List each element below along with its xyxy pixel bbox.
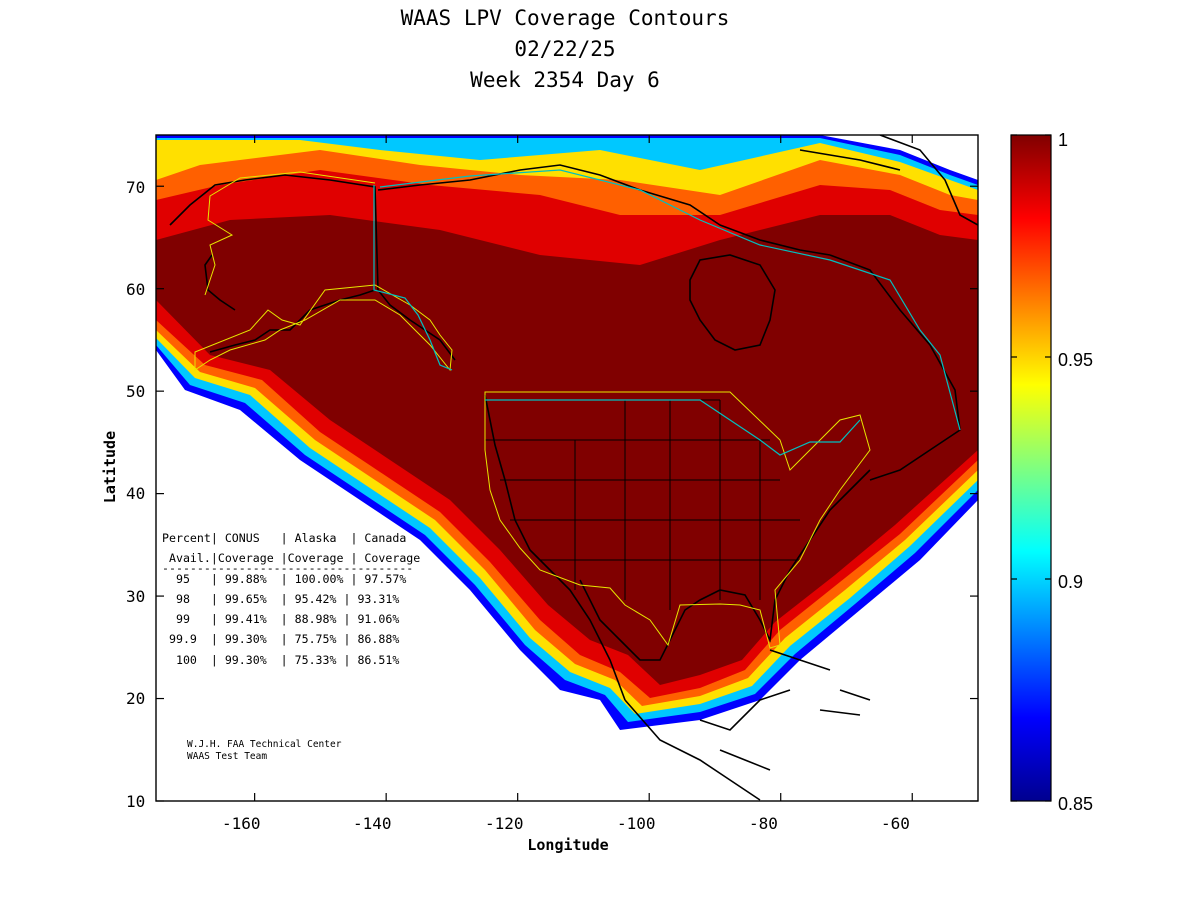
labrador-coast bbox=[829, 254, 961, 481]
alaska-coast bbox=[169, 174, 456, 361]
colorbar-tick-label: 1 bbox=[1058, 130, 1069, 150]
x-tick-label: -140 bbox=[353, 814, 392, 833]
alaska-service-area bbox=[194, 171, 453, 372]
plot-frame bbox=[155, 134, 979, 802]
colorbar-tick-label: 0.85 bbox=[1058, 794, 1094, 814]
canada-arctic-coast bbox=[377, 164, 831, 256]
stats-row: 99.9 | 99.30% | 75.75% | 86.88% bbox=[162, 632, 400, 646]
colorbar-tick-label: 0.9 bbox=[1058, 572, 1084, 592]
x-tick-label: -100 bbox=[617, 814, 656, 833]
stats-row: 95 | 99.88% | 100.00% | 97.57% bbox=[162, 572, 407, 586]
country-borders bbox=[373, 169, 961, 456]
y-tick-label: 10 bbox=[126, 792, 146, 811]
x-tick-label: -60 bbox=[881, 814, 910, 833]
colorbar-tick-label: 0.95 bbox=[1058, 350, 1094, 370]
contour-1.00 bbox=[156, 215, 978, 685]
x-tick-label: -120 bbox=[485, 814, 524, 833]
greenland-north bbox=[799, 149, 901, 171]
us-west-coast bbox=[484, 394, 626, 701]
conus-service-area bbox=[484, 391, 871, 649]
credit-line-2: WAAS Test Team bbox=[187, 751, 268, 762]
chart-title: WAAS LPV Coverage Contours bbox=[400, 6, 730, 30]
colorbar-tick-marks bbox=[1011, 134, 1051, 802]
axis-tick-marks bbox=[156, 135, 978, 802]
chart-week-day: Week 2354 Day 6 bbox=[470, 68, 660, 92]
coverage-contours bbox=[156, 135, 978, 730]
greenland-edge bbox=[879, 135, 978, 226]
y-tick-label: 30 bbox=[126, 587, 146, 606]
x-tick-label: -160 bbox=[222, 814, 261, 833]
hudson-bay bbox=[689, 254, 776, 351]
y-axis-label: Latitude bbox=[101, 430, 119, 504]
caribbean bbox=[769, 649, 871, 716]
y-tick-label: 50 bbox=[126, 382, 146, 401]
y-tick-label: 70 bbox=[126, 178, 146, 197]
y-tick-label: 20 bbox=[126, 689, 146, 708]
mexico-central bbox=[624, 689, 791, 801]
stats-rule: ------------------------------------ bbox=[162, 561, 414, 575]
y-tick-label: 40 bbox=[126, 484, 146, 503]
stats-row: 100 | 99.30% | 75.33% | 86.51% bbox=[162, 653, 400, 667]
stats-row: 99 | 99.41% | 88.98% | 91.06% bbox=[162, 612, 400, 626]
y-tick-label: 60 bbox=[126, 280, 146, 299]
chart-date: 02/22/25 bbox=[514, 37, 616, 61]
credit-line-1: W.J.H. FAA Technical Center bbox=[187, 739, 342, 750]
x-axis-label: Longitude bbox=[527, 836, 609, 854]
stats-header-1: Percent| CONUS | Alaska | Canada bbox=[162, 531, 407, 545]
service-boundaries bbox=[194, 171, 871, 649]
stats-row: 98 | 99.65% | 95.42% | 93.31% bbox=[162, 592, 400, 606]
colorbar bbox=[1010, 134, 1052, 802]
stats-header-2: Avail.|Coverage |Coverage | Coverage bbox=[162, 551, 421, 565]
x-tick-label: -80 bbox=[749, 814, 778, 833]
